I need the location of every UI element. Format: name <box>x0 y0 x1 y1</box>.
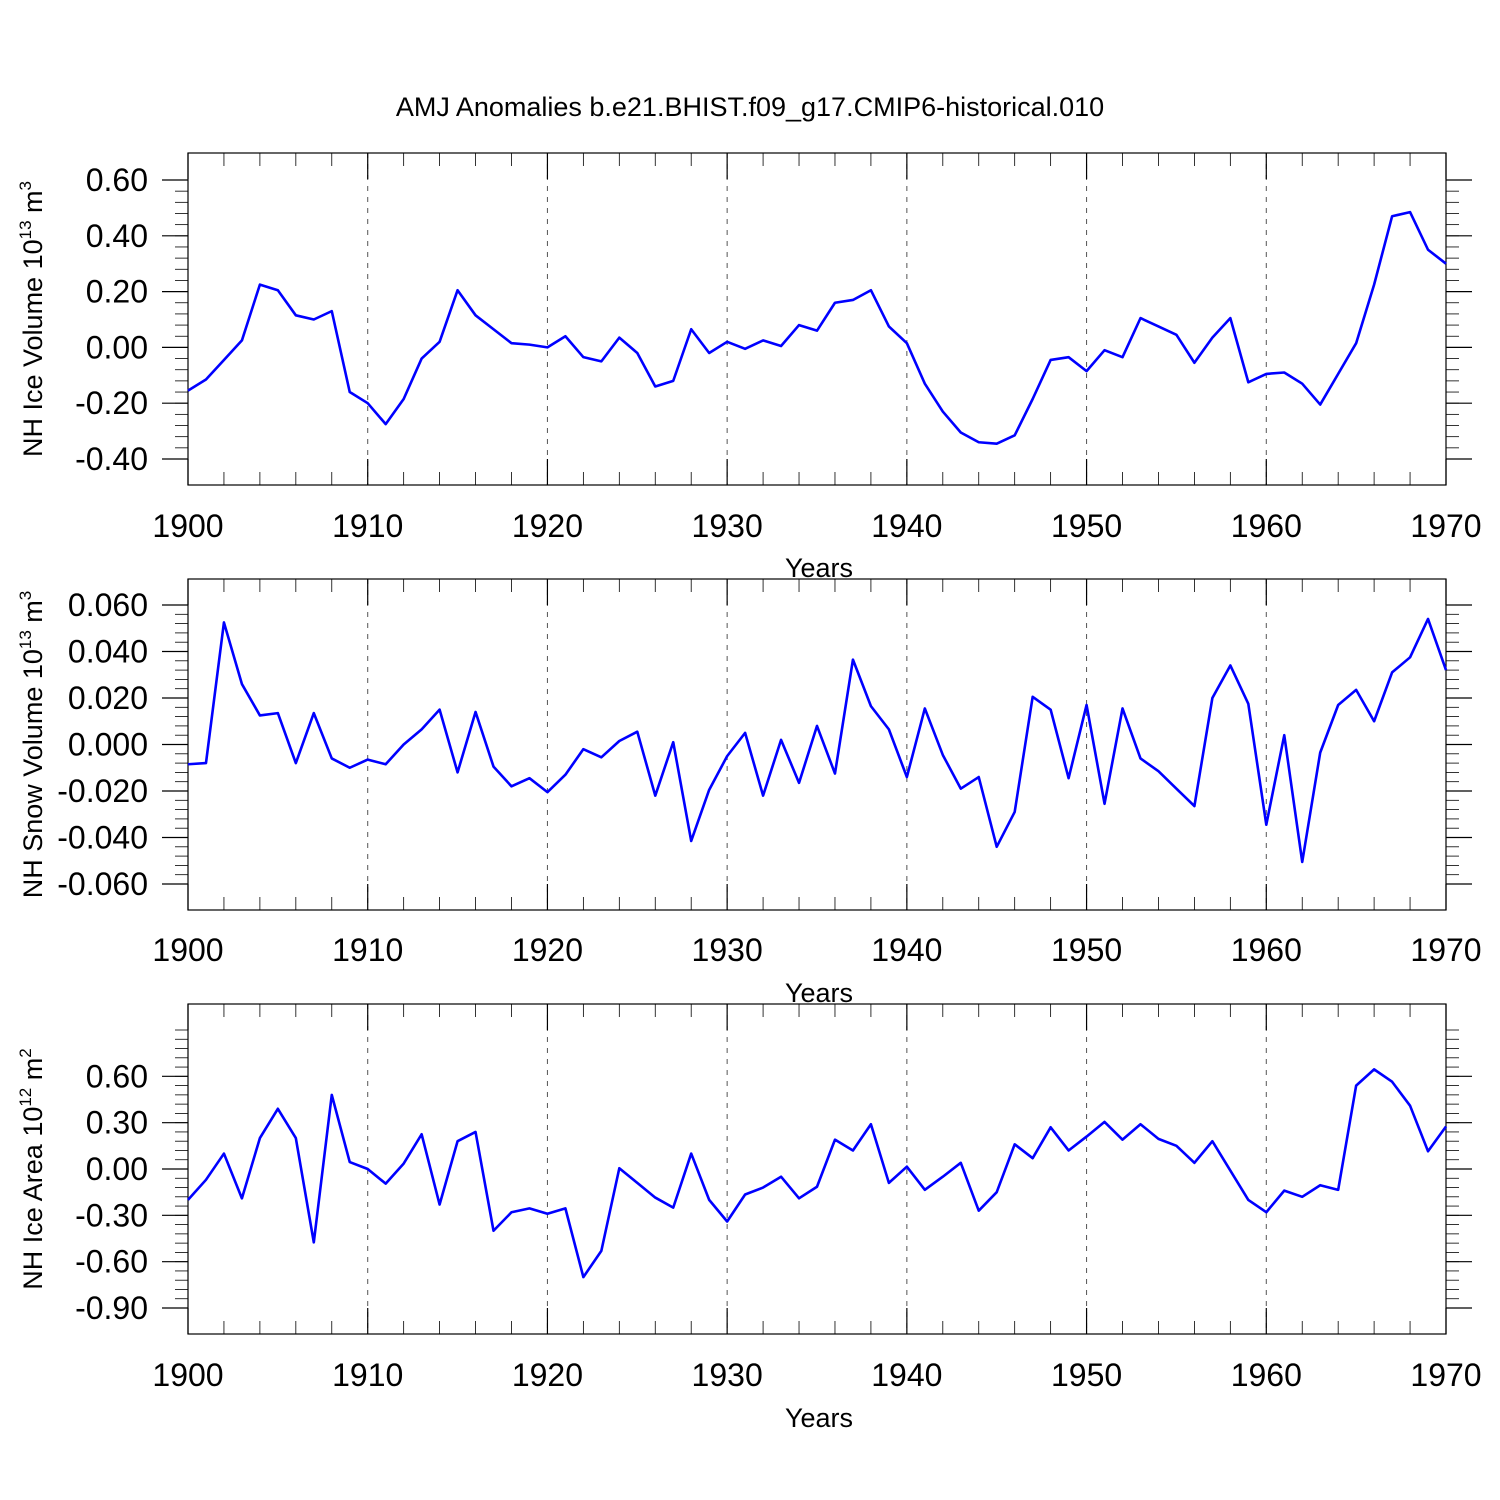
x-tick-label: 1970 <box>1410 932 1481 968</box>
y-tick-label: -0.060 <box>57 866 148 902</box>
x-tick-label: 1950 <box>1051 1357 1122 1393</box>
x-tick-label: 1940 <box>871 932 942 968</box>
ice-area-panel: 1900 1910 1920 1930 1940 1950 1960 1970 0.60 0.30… <box>16 1003 1482 1433</box>
x-tick-label: 1910 <box>332 932 403 968</box>
x-tick-label: 1920 <box>512 932 583 968</box>
y-axis-label: NH Ice Volume 1013 m3 <box>16 181 48 457</box>
x-axis-label: Years <box>785 978 853 1008</box>
x-tick-label: 1920 <box>512 508 583 544</box>
y-tick-label: 0.060 <box>68 587 148 623</box>
x-tick-label: 1940 <box>871 1357 942 1393</box>
x-axis-label: Years <box>785 553 853 583</box>
y-tick-label: -0.60 <box>75 1244 148 1280</box>
x-tick-label: 1940 <box>871 508 942 544</box>
series-line <box>187 1068 1448 1279</box>
y-tick-label: 0.30 <box>86 1105 148 1141</box>
y-tick-label: 0.000 <box>68 727 148 763</box>
y-tick-label: 0.040 <box>68 634 148 670</box>
x-axis-label: Years <box>785 1403 853 1433</box>
y-tick-label: 0.00 <box>86 1151 148 1187</box>
plot-frame <box>187 1003 1447 1335</box>
x-tick-label: 1950 <box>1051 932 1122 968</box>
y-tick-label: -0.90 <box>75 1290 148 1326</box>
y-axis-label: NH Ice Area 1012 m2 <box>16 1048 48 1289</box>
x-tick-label: 1970 <box>1410 1357 1481 1393</box>
series-line <box>187 210 1447 445</box>
x-tick-label: 1960 <box>1231 1357 1302 1393</box>
y-tick-label: 0.60 <box>86 1058 148 1094</box>
y-tick-label: 0.00 <box>86 329 148 365</box>
y-tick-label: -0.040 <box>57 820 148 856</box>
x-tick-label: 1960 <box>1231 508 1302 544</box>
series-line <box>187 617 1448 864</box>
y-tick-label: 0.020 <box>68 680 148 716</box>
plot-frame <box>187 152 1447 486</box>
x-tick-label: 1900 <box>152 1357 223 1393</box>
x-tick-label: 1920 <box>512 1357 583 1393</box>
x-tick-label: 1900 <box>152 932 223 968</box>
y-tick-label: -0.20 <box>75 385 148 421</box>
y-tick-label: 0.60 <box>86 162 148 198</box>
y-tick-label: -0.020 <box>57 773 148 809</box>
chart-title: AMJ Anomalies b.e21.BHIST.f09_g17.CMIP6-… <box>396 92 1104 122</box>
x-tick-label: 1930 <box>692 932 763 968</box>
ice-volume-panel: 1900 1910 1920 1930 1940 1950 1960 1970 0.60 0.40… <box>16 152 1482 583</box>
x-tick-label: 1910 <box>332 1357 403 1393</box>
x-tick-label: 1930 <box>692 1357 763 1393</box>
x-tick-label: 1970 <box>1410 508 1481 544</box>
x-tick-label: 1910 <box>332 508 403 544</box>
y-tick-label: -0.30 <box>75 1197 148 1233</box>
x-tick-label: 1930 <box>692 508 763 544</box>
plot-frame <box>187 578 1447 911</box>
x-tick-label: 1950 <box>1051 508 1122 544</box>
snow-volume-panel: 1900 1910 1920 1930 1940 1950 1960 1970 0.060 0.0… <box>16 578 1482 1008</box>
x-tick-label: 1960 <box>1231 932 1302 968</box>
y-tick-label: 0.40 <box>86 218 148 254</box>
y-tick-label: 0.20 <box>86 274 148 310</box>
x-tick-label: 1900 <box>152 508 223 544</box>
y-tick-label: -0.40 <box>75 441 148 477</box>
y-axis-label: NH Snow Volume 1013 m3 <box>16 591 48 899</box>
